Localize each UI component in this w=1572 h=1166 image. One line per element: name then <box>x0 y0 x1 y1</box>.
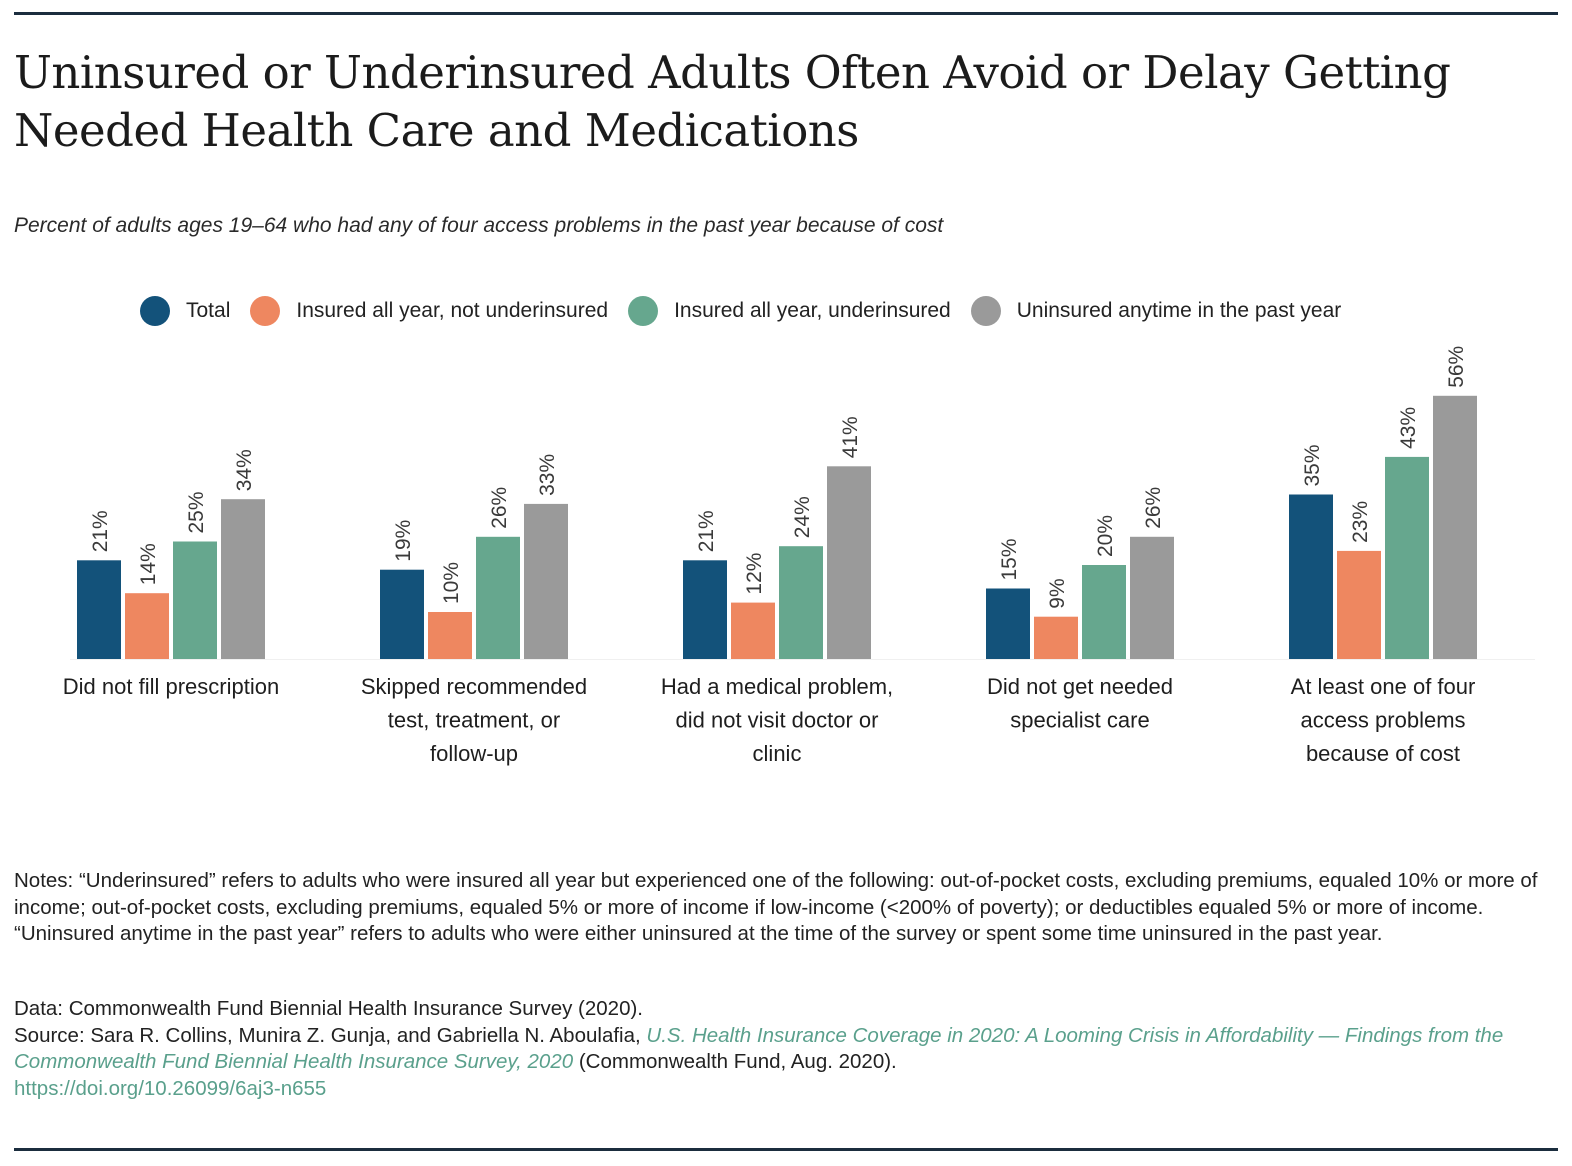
bar <box>380 569 424 659</box>
data-label: 56% <box>1445 346 1468 388</box>
bar <box>986 588 1030 659</box>
bar <box>77 560 121 659</box>
data-source-block: Data: Commonwealth Fund Biennial Health … <box>14 996 1544 1102</box>
bar <box>221 499 265 659</box>
legend: Total Insured all year, not underinsured… <box>140 296 1361 326</box>
legend-item-insured-not-underinsured: Insured all year, not underinsured <box>250 296 608 326</box>
bar <box>827 466 871 659</box>
legend-swatch <box>970 296 1001 326</box>
legend-label: Uninsured anytime in the past year <box>1016 299 1342 322</box>
legend-label: Insured all year, underinsured <box>674 299 951 322</box>
doi-link[interactable]: https://doi.org/10.26099/6aj3-n655 <box>14 1076 327 1100</box>
bar <box>173 541 217 659</box>
bar <box>428 612 472 659</box>
category-label: Did not fill prescription <box>63 674 279 699</box>
bar <box>1130 536 1174 659</box>
data-label: 14% <box>137 543 160 585</box>
bar <box>1082 565 1126 659</box>
category-label: Did not get needed specialist care <box>987 674 1173 733</box>
data-label: 10% <box>440 562 463 604</box>
top-rule <box>14 12 1558 15</box>
bar <box>731 602 775 659</box>
bottom-rule <box>14 1148 1558 1151</box>
bar <box>1433 395 1477 659</box>
source-title-link[interactable]: U.S. Health Insurance Coverage in 2020: … <box>14 1023 1504 1074</box>
data-label: 15% <box>998 538 1021 580</box>
data-label: 24% <box>791 496 814 538</box>
bar <box>683 560 727 659</box>
data-label: 21% <box>695 510 718 552</box>
bar <box>1289 494 1333 659</box>
legend-item-uninsured: Uninsured anytime in the past year <box>970 296 1342 326</box>
category-label: At least one of four access problems becau… <box>1291 674 1476 766</box>
legend-swatch <box>140 296 170 326</box>
bar <box>524 503 568 659</box>
data-line: Data: Commonwealth Fund Biennial Health … <box>14 997 643 1020</box>
data-label: 9% <box>1046 578 1069 608</box>
data-label: 21% <box>89 510 112 552</box>
bar <box>779 546 823 659</box>
legend-label: Insured all year, not underinsured <box>296 299 609 322</box>
source-prefix: Source: Sara R. Collins, Munira Z. Gunja… <box>14 1023 647 1047</box>
bar <box>1385 456 1429 659</box>
data-label: 43% <box>1397 407 1420 449</box>
data-label: 20% <box>1094 515 1117 557</box>
legend-swatch <box>628 296 659 326</box>
data-label: 23% <box>1349 501 1372 543</box>
source-suffix: (Commonwealth Fund, Aug. 2020). <box>573 1050 897 1073</box>
chart-notes: Notes: “Underinsured” refers to adults w… <box>14 869 1538 945</box>
legend-label: Total <box>186 299 231 322</box>
bar <box>125 593 169 659</box>
legend-swatch <box>250 296 281 326</box>
bar <box>1034 616 1078 659</box>
data-label: 33% <box>536 454 559 496</box>
bar <box>1337 550 1381 659</box>
data-label: 25% <box>185 491 208 533</box>
category-label: Skipped recommended test, treatment, or fo… <box>361 674 587 766</box>
data-label: 34% <box>233 449 256 491</box>
bar-chart: 21% 14% 25% 34% Did not fill prescription 19%… <box>63 346 1535 766</box>
source-line: Source: Sara R. Collins, Munira Z. Gunja… <box>14 1023 1544 1076</box>
data-label: 41% <box>839 416 862 458</box>
legend-item-total: Total <box>140 296 230 326</box>
doi-line: https://doi.org/10.26099/6aj3-n655 <box>14 1076 1544 1103</box>
bar <box>476 536 520 659</box>
legend-item-insured-underinsured: Insured all year, underinsured <box>628 296 951 326</box>
chart-title: Uninsured or Underinsured Adults Often A… <box>14 46 1451 157</box>
chart-subtitle: Percent of adults ages 19–64 who had any… <box>14 214 944 237</box>
data-label: 12% <box>743 553 766 595</box>
data-label: 19% <box>392 520 415 562</box>
category-label: Had a medical problem, did not visit doct… <box>661 674 893 766</box>
data-label: 26% <box>488 487 511 529</box>
data-label: 35% <box>1301 444 1324 486</box>
data-label: 26% <box>1142 487 1165 529</box>
